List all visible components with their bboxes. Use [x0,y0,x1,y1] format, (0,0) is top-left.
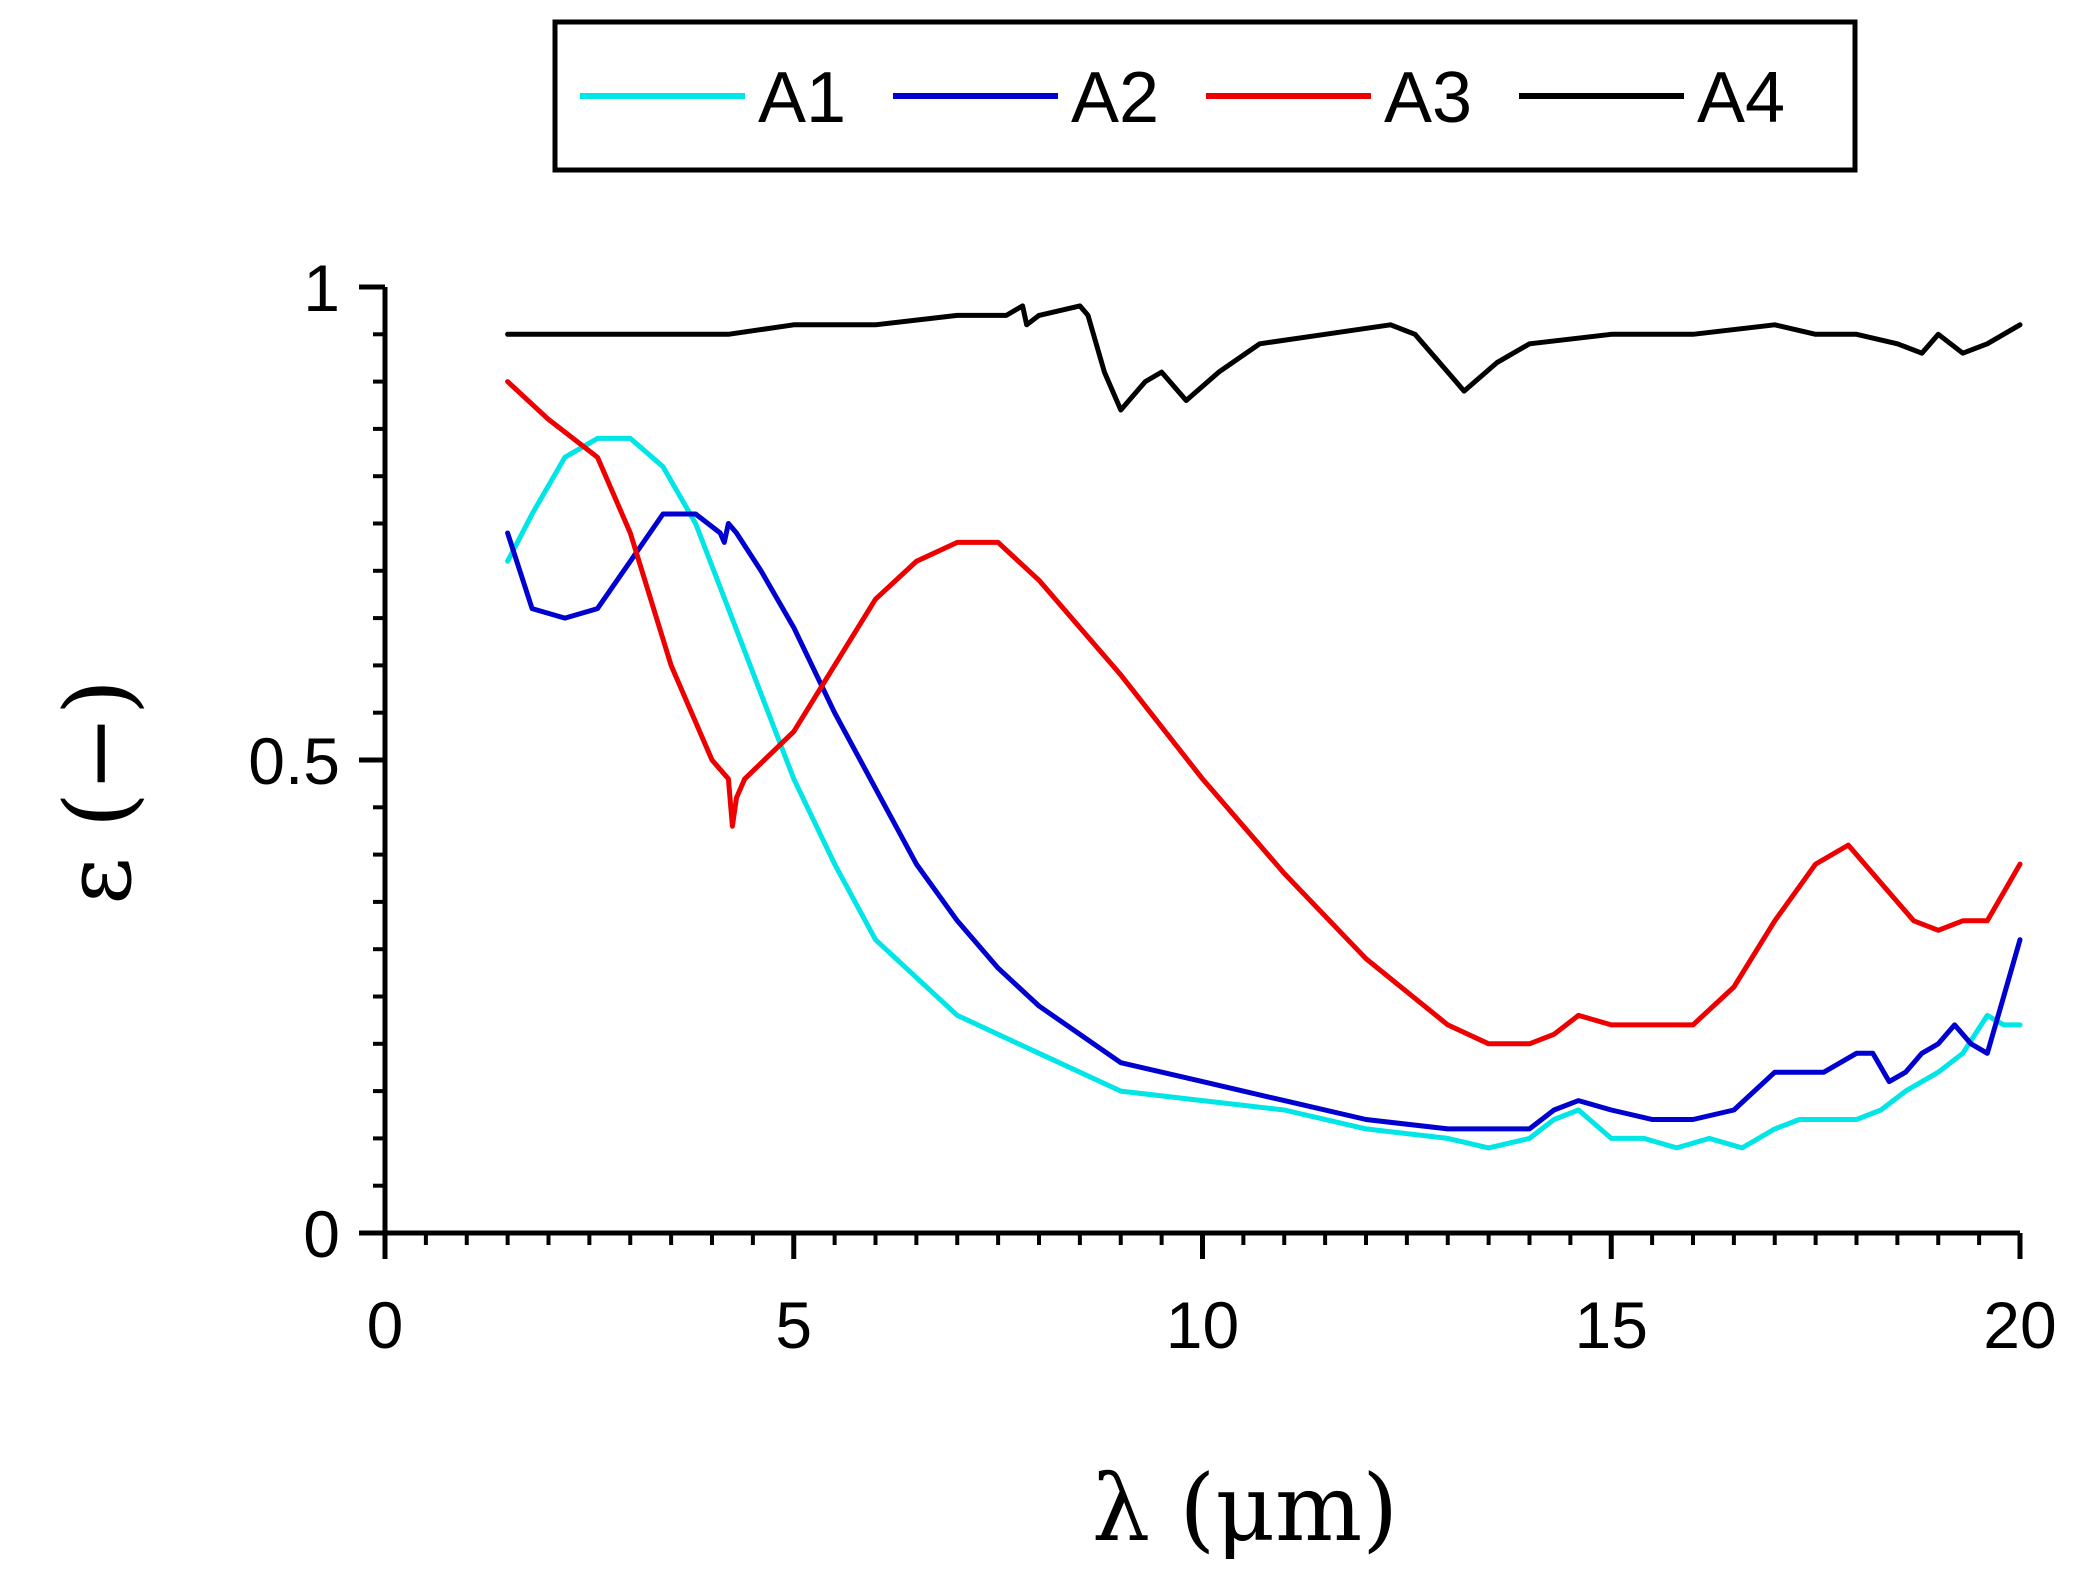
y-tick-label: 0 [303,1197,340,1271]
x-tick-label: 0 [367,1288,404,1362]
series-line-a1 [505,435,2023,1151]
legend: A1 A2 A3 A4 [552,19,1858,173]
axes: 0 5 10 15 20 0 0.5 1 [248,251,2056,1362]
series-line-a4 [505,303,2023,413]
legend-label-a1: A1 [758,58,846,138]
series-line-a2 [505,511,2023,1132]
series-line-a3 [505,379,2023,1047]
x-tick-label: 15 [1575,1288,1648,1362]
legend-label-a2: A2 [1071,58,1159,138]
plot-area [505,303,2023,1151]
legend-label-a4: A4 [1697,58,1785,138]
y-axis-title: ε (−) [45,679,152,905]
x-tick-label: 10 [1166,1288,1239,1362]
axis-titles: λ (μm) ε (−) [45,679,1398,1562]
y-tick-label: 0.5 [248,724,340,798]
x-axis-title: λ (μm) [1092,1455,1398,1562]
x-tick-label: 20 [1983,1288,2056,1362]
legend-label-a3: A3 [1384,58,1472,138]
x-tick-label: 5 [775,1288,812,1362]
y-tick-label: 1 [303,251,340,325]
